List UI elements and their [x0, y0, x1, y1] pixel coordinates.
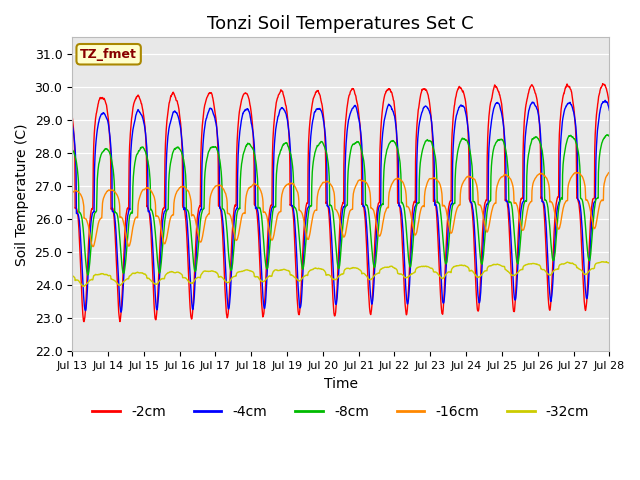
-32cm	[356, 267, 364, 273]
-2cm	[356, 127, 364, 132]
-2cm	[599, 81, 607, 86]
-8cm	[368, 247, 376, 253]
-16cm	[368, 205, 376, 211]
-4cm	[68, 121, 76, 127]
Line: -32cm: -32cm	[72, 262, 609, 287]
-32cm	[497, 263, 505, 268]
Title: Tonzi Soil Temperatures Set C: Tonzi Soil Temperatures Set C	[207, 15, 474, 33]
-4cm	[368, 301, 376, 307]
-32cm	[218, 275, 226, 280]
-16cm	[356, 177, 364, 182]
-8cm	[356, 143, 364, 148]
-4cm	[573, 141, 581, 147]
-4cm	[602, 97, 609, 103]
-16cm	[68, 190, 76, 196]
X-axis label: Time: Time	[324, 377, 358, 391]
-4cm	[558, 122, 566, 128]
-32cm	[368, 276, 376, 281]
-2cm	[80, 319, 88, 324]
-8cm	[573, 143, 581, 149]
-16cm	[558, 211, 566, 217]
Line: -8cm: -8cm	[72, 135, 609, 275]
-2cm	[497, 97, 505, 103]
-32cm	[68, 273, 76, 278]
-4cm	[356, 125, 364, 131]
Legend: -2cm, -4cm, -8cm, -16cm, -32cm: -2cm, -4cm, -8cm, -16cm, -32cm	[86, 399, 595, 424]
-2cm	[368, 301, 376, 307]
-16cm	[497, 175, 505, 180]
-8cm	[558, 196, 566, 202]
Line: -4cm: -4cm	[72, 100, 609, 312]
-16cm	[218, 184, 226, 190]
Line: -2cm: -2cm	[72, 84, 609, 322]
-32cm	[605, 260, 613, 266]
-4cm	[605, 108, 613, 113]
-4cm	[117, 309, 125, 315]
-16cm	[89, 244, 97, 250]
Y-axis label: Soil Temperature (C): Soil Temperature (C)	[15, 123, 29, 265]
-8cm	[497, 137, 505, 143]
-32cm	[558, 261, 566, 267]
-8cm	[218, 205, 226, 211]
-16cm	[605, 169, 613, 175]
Line: -16cm: -16cm	[72, 172, 609, 247]
-32cm	[598, 259, 606, 264]
-4cm	[218, 212, 226, 218]
-8cm	[84, 272, 92, 278]
-2cm	[558, 100, 566, 106]
-32cm	[80, 284, 88, 289]
-8cm	[605, 133, 613, 139]
-2cm	[218, 224, 226, 230]
-16cm	[573, 170, 581, 176]
-8cm	[603, 132, 611, 138]
Text: TZ_fmet: TZ_fmet	[80, 48, 137, 61]
-32cm	[573, 265, 581, 271]
-2cm	[605, 102, 613, 108]
-2cm	[68, 113, 76, 119]
-4cm	[497, 108, 505, 113]
-2cm	[573, 195, 581, 201]
-8cm	[68, 147, 76, 153]
